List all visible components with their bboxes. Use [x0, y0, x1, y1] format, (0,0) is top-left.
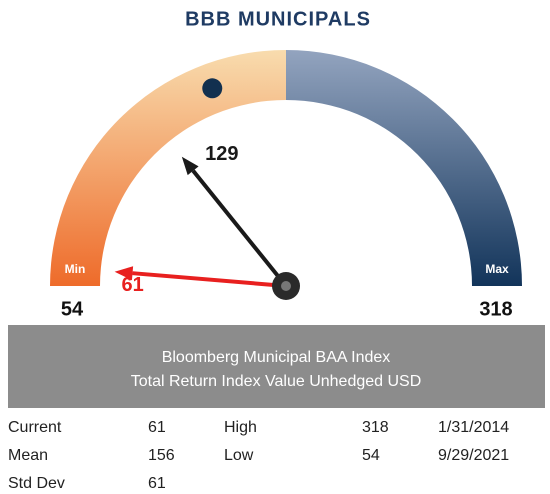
table-cell: 54	[362, 447, 380, 464]
table-cell: 61	[148, 419, 166, 436]
needle-label: 129	[205, 143, 238, 165]
needle	[191, 169, 288, 288]
max-label: Max	[485, 262, 509, 276]
table-cell: 61	[148, 475, 166, 492]
table-cell: Mean	[8, 447, 48, 464]
table-header: Bloomberg Municipal BAA Index	[162, 349, 391, 366]
table-cell: 9/29/2021	[438, 447, 509, 464]
table-cell: 156	[148, 447, 175, 464]
table-cell: High	[224, 419, 257, 436]
table-cell: Std Dev	[8, 475, 65, 492]
table-header: Total Return Index Value Unhedged USD	[131, 373, 422, 390]
gauge-right	[286, 50, 522, 286]
table-cell: 1/31/2014	[438, 419, 509, 436]
chart-title: BBB MUNICIPALS	[185, 8, 371, 30]
min-value: 54	[61, 298, 84, 320]
table-cell: Low	[224, 447, 254, 464]
needle	[132, 271, 287, 288]
table-header-box	[8, 325, 545, 408]
gauge-left	[50, 50, 286, 286]
needle-head	[181, 156, 199, 176]
min-label: Min	[65, 262, 86, 276]
table-cell: Current	[8, 419, 62, 436]
needle-head	[114, 266, 134, 281]
max-value: 318	[479, 298, 512, 320]
mean-marker	[202, 78, 223, 99]
needle-label: 61	[121, 274, 143, 296]
hub-center	[281, 281, 291, 291]
table-cell: 318	[362, 419, 389, 436]
